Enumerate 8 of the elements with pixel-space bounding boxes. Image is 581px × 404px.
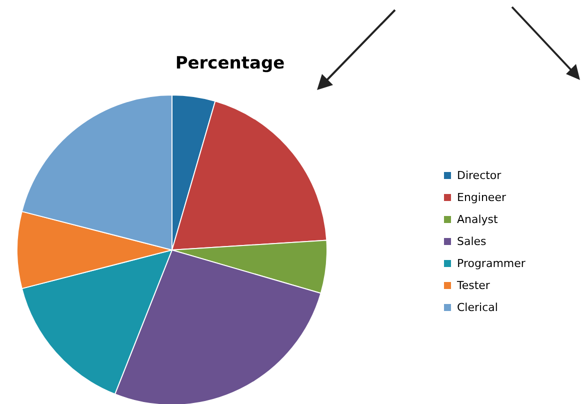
- legend-label: Sales: [457, 235, 487, 248]
- legend-label: Programmer: [457, 257, 526, 270]
- legend-label: Engineer: [457, 191, 506, 204]
- legend-label: Tester: [456, 279, 490, 292]
- legend-label: Analyst: [457, 213, 499, 226]
- legend-label: Director: [457, 169, 502, 182]
- legend-label: Clerical: [457, 301, 498, 314]
- chart-title: Percentage: [175, 54, 285, 74]
